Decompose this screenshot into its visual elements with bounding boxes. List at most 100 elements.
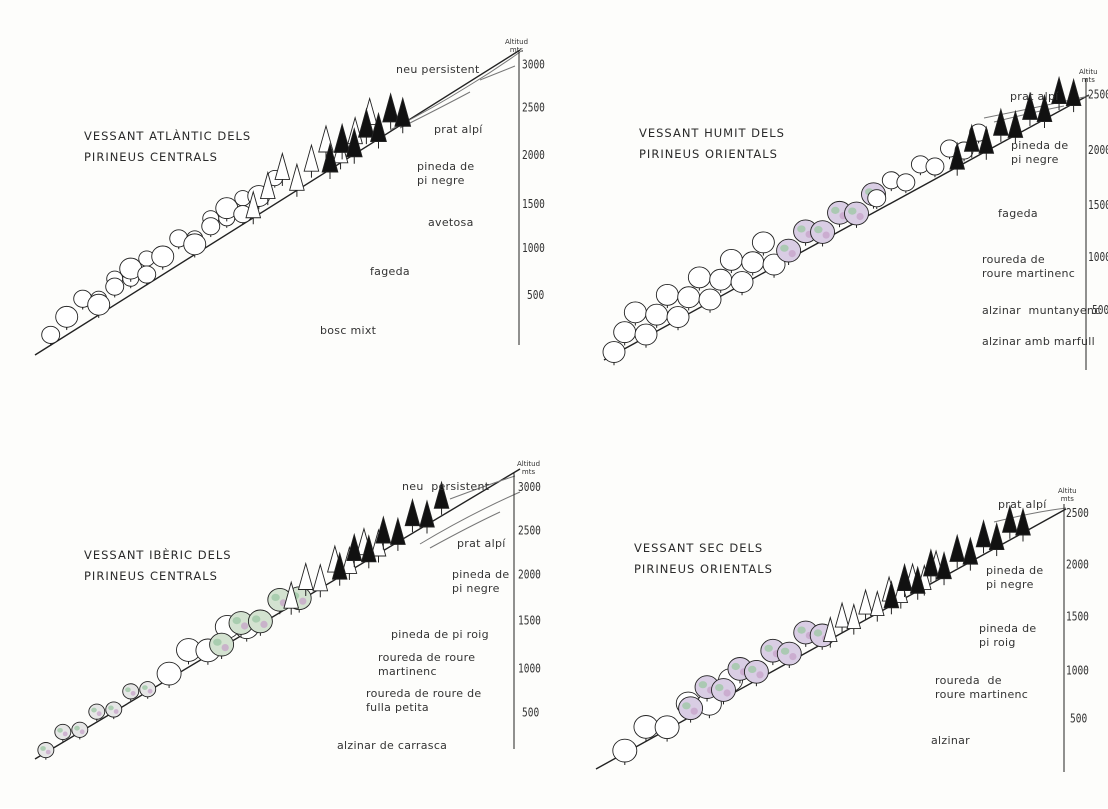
black-pine-icon: [988, 521, 1005, 557]
oak-tree-icon: [88, 703, 106, 722]
broadleaf-tree-icon: [41, 325, 61, 346]
fir-icon: [297, 561, 314, 596]
panel-title: VESSANT IBÈRIC DELS PIRINEUS CENTRALS: [84, 545, 232, 587]
oak-tree-icon: [37, 742, 55, 760]
broadleaf-tree-icon: [73, 289, 93, 310]
title-line2: PIRINEUS ORIENTALS: [634, 562, 773, 576]
oak-tree-icon: [678, 696, 704, 723]
black-pine-icon: [963, 123, 980, 158]
tick-2500: 2500: [522, 101, 545, 116]
black-pine-icon: [992, 107, 1009, 142]
zone-pineda-pi-negre: pineda de pi negre: [452, 568, 510, 595]
tick-1500: 1500: [522, 197, 545, 212]
tick-2000: 2000: [518, 568, 541, 583]
oak-tree-icon: [105, 701, 123, 720]
title-line2: PIRINEUS CENTRALS: [84, 569, 218, 583]
tick-1000: 1000: [518, 662, 541, 677]
zone-pineda-pi-negre: pineda de pi negre: [1011, 139, 1069, 166]
fir-icon: [303, 143, 320, 178]
black-pine-icon: [883, 580, 900, 615]
panel-title: VESSANT SEC DELS PIRINEUS ORIENTALS: [634, 538, 773, 580]
fir-icon: [846, 602, 862, 635]
broadleaf-tree-icon: [645, 303, 669, 328]
title-line1: VESSANT ATLÀNTIC DELS: [84, 129, 252, 143]
zone-avetosa: avetosa: [428, 216, 474, 229]
broadleaf-tree-icon: [55, 305, 79, 331]
axis-head-line1: Altitu: [1058, 487, 1077, 495]
zone-pineda-pi-roig: pineda de pi roig: [979, 622, 1037, 649]
axis-head-line2: mts: [509, 46, 524, 54]
broadleaf-tree-icon: [137, 265, 157, 286]
black-pine-icon: [1051, 75, 1067, 111]
tick-500: 500: [1092, 303, 1108, 318]
zone-prat-alpi: prat alpí: [457, 537, 506, 550]
black-pine-icon: [390, 516, 406, 551]
broadleaf-tree-icon: [654, 715, 680, 742]
black-pine-icon: [370, 111, 387, 149]
fir-icon: [869, 589, 885, 622]
fir-icon: [245, 190, 262, 225]
tick-1500: 1500: [1066, 610, 1089, 625]
broadleaf-tree-icon: [87, 293, 111, 318]
oak-tree-icon: [209, 632, 235, 659]
oak-tree-icon: [228, 611, 254, 638]
tick-3000: 3000: [522, 58, 545, 73]
black-pine-icon: [1015, 507, 1031, 542]
slope-illustration: [34, 49, 521, 356]
zone-alzinar: alzinar: [931, 734, 970, 747]
broadleaf-tree-icon: [613, 321, 637, 346]
zone-alzinar-marfull: alzinar amb marfull: [982, 335, 1095, 348]
panel-atlantic-central: Altitud mts 3000 2500 2000 1500 1000 500…: [0, 0, 554, 404]
black-pine-icon: [404, 498, 421, 533]
oak-tree-icon: [54, 723, 72, 742]
black-pine-icon: [394, 96, 412, 134]
tick-500: 500: [522, 706, 540, 721]
oak-tree-icon: [810, 220, 835, 247]
zone-bosc-mixt: bosc mixt: [320, 324, 377, 337]
black-pine-icon: [346, 532, 363, 567]
fir-icon: [312, 563, 329, 598]
slope-illustration: [595, 504, 1067, 772]
zone-pineda-pi-negre: pineda de pi negre: [417, 160, 475, 187]
fir-icon: [283, 580, 300, 615]
oak-tree-icon: [139, 681, 157, 699]
tick-2000: 2000: [1088, 143, 1108, 158]
oak-tree-icon: [711, 678, 736, 705]
tick-2000: 2000: [522, 148, 545, 163]
broadleaf-tree-icon: [612, 738, 638, 765]
zone-fageda: fageda: [998, 207, 1038, 220]
zone-roureda-fulla-petita: roureda de roure de fulla petita: [366, 687, 482, 714]
oak-tree-icon: [776, 238, 802, 265]
zone-prat-alpi: prat alpí: [434, 123, 483, 136]
broadleaf-tree-icon: [602, 341, 626, 366]
oak-tree-icon: [844, 201, 869, 228]
broadleaf-tree-icon: [896, 173, 916, 194]
axis-head-line1: Altitu: [1079, 68, 1098, 76]
zone-roureda-roure-martinenc: roureda de roure martinenc: [982, 253, 1076, 280]
broadleaf-tree-icon: [698, 288, 722, 313]
slope-illustration: [602, 75, 1090, 370]
oak-tree-icon: [247, 609, 273, 636]
black-pine-icon: [1022, 91, 1038, 126]
panel-iberic-central: Altitud mts 3000 2500 2000 1500 1000 500…: [0, 404, 554, 808]
oak-tree-icon: [71, 721, 89, 740]
black-pine-icon: [949, 141, 966, 176]
zone-alzinar-carrasca: alzinar de carrasca: [337, 739, 448, 752]
tick-500: 500: [1070, 712, 1088, 727]
black-pine-icon: [333, 122, 351, 160]
black-pine-icon: [978, 125, 995, 160]
black-pine-icon: [433, 480, 450, 515]
axis-head-line2: mts: [521, 468, 536, 476]
tick-2500: 2500: [518, 524, 541, 539]
title-line1: VESSANT SEC DELS: [634, 541, 764, 555]
black-pine-icon: [1007, 109, 1024, 144]
fir-icon: [834, 601, 850, 634]
fir-icon: [274, 151, 291, 186]
black-pine-icon: [375, 515, 392, 550]
black-pine-icon: [1065, 77, 1082, 113]
broadleaf-tree-icon: [634, 323, 658, 348]
oak-tree-icon: [122, 683, 140, 701]
broadleaf-tree-icon: [201, 217, 221, 238]
broadleaf-tree-icon: [183, 233, 207, 258]
title-line2: PIRINEUS ORIENTALS: [639, 147, 778, 161]
